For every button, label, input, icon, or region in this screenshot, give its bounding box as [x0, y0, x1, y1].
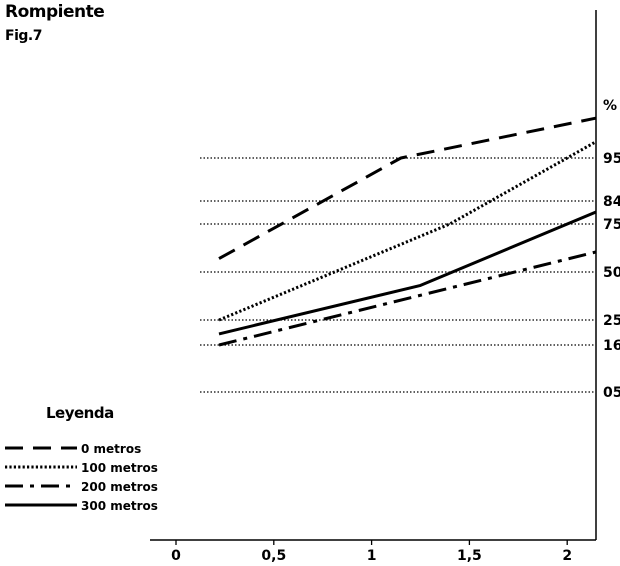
figure-label: Fig.7 [5, 28, 42, 44]
y-tick-label: 16 [603, 338, 620, 354]
legend-title: Leyenda [46, 404, 114, 422]
y-tick-label: 95 [603, 151, 620, 167]
chart-title: Rompiente [5, 2, 105, 22]
legend-label: 200 metros [81, 480, 158, 494]
x-tick-label: 1,5 [457, 548, 482, 564]
x-tick-label: 2 [562, 548, 572, 564]
series-line-3 [218, 250, 596, 347]
x-tick-label: 1 [367, 548, 377, 564]
y-tick-label: 05 [603, 385, 620, 401]
legend-label: 300 metros [81, 499, 158, 513]
y-tick-label: 75 [603, 217, 620, 233]
y-tick-label: 50 [603, 265, 620, 281]
legend-label: 0 metros [81, 442, 141, 456]
x-tick-label: 0 [171, 548, 181, 564]
series-line-2 [218, 139, 596, 322]
y-tick-label: 25 [603, 313, 620, 329]
x-tick-label: 0,5 [261, 548, 286, 564]
y-tick-label: 84 [603, 194, 620, 210]
series-line-4 [218, 210, 596, 336]
legend-label: 100 metros [81, 461, 158, 475]
series-line-1 [218, 116, 596, 260]
y-axis-unit-label: % [603, 98, 617, 114]
